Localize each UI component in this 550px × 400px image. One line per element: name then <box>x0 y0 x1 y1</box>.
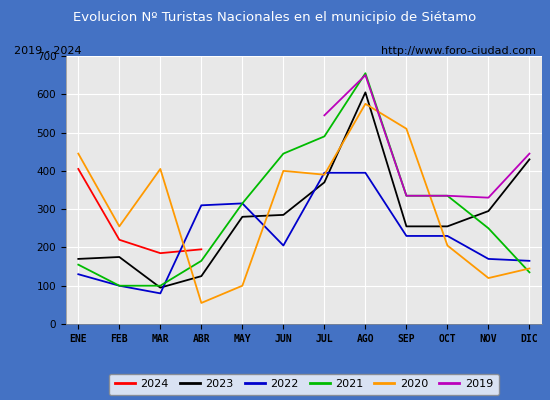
Text: 2019 - 2024: 2019 - 2024 <box>14 46 81 56</box>
Text: Evolucion Nº Turistas Nacionales en el municipio de Siétamo: Evolucion Nº Turistas Nacionales en el m… <box>73 12 477 24</box>
Legend: 2024, 2023, 2022, 2021, 2020, 2019: 2024, 2023, 2022, 2021, 2020, 2019 <box>109 374 499 395</box>
Text: http://www.foro-ciudad.com: http://www.foro-ciudad.com <box>381 46 536 56</box>
